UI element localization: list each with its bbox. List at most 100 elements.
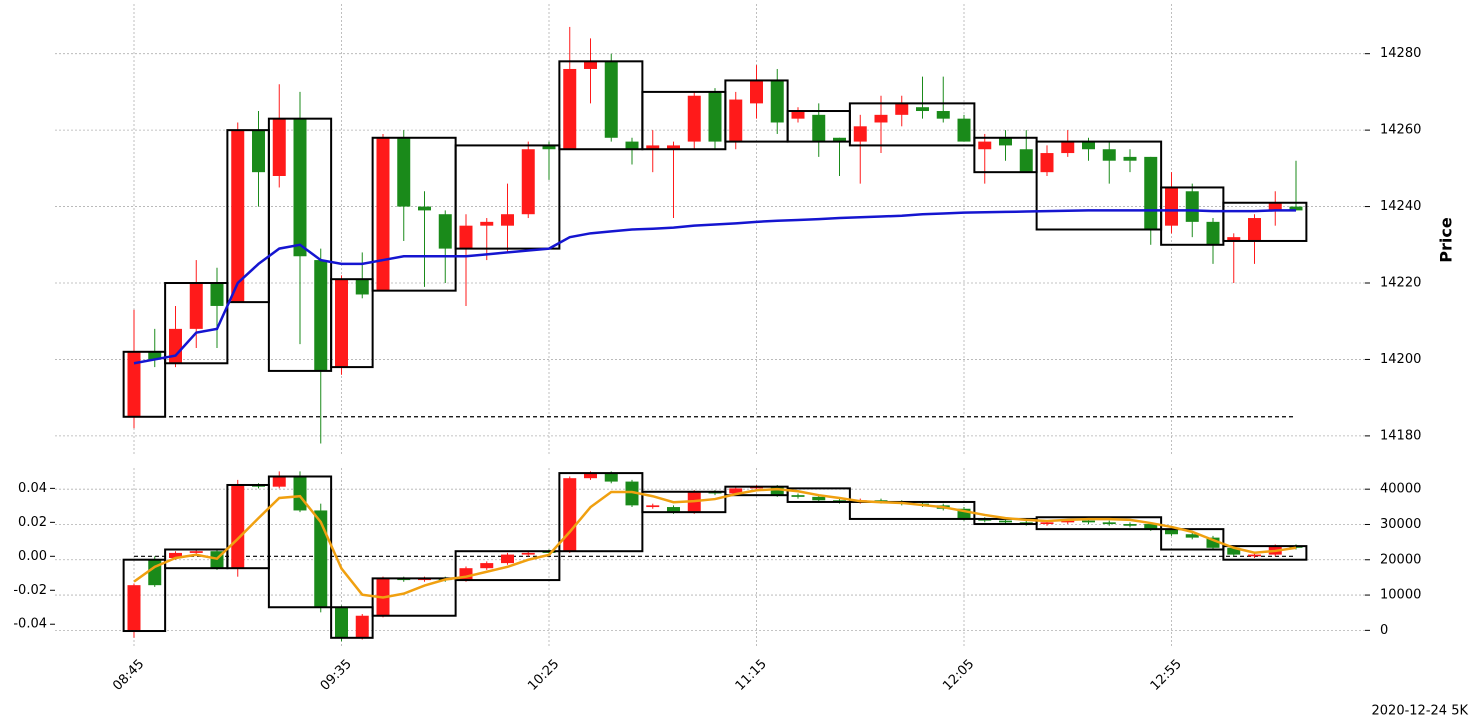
candle-body bbox=[189, 551, 203, 553]
range-box bbox=[848, 102, 976, 147]
candle-body bbox=[936, 111, 950, 119]
y-tick-label: 14260 bbox=[1380, 123, 1421, 138]
candle-body bbox=[1185, 191, 1199, 222]
y-tick-label: 14180 bbox=[1380, 428, 1421, 443]
candle-body bbox=[957, 118, 971, 142]
candle-body bbox=[272, 476, 286, 487]
x-tick-label: 11:15 bbox=[733, 657, 770, 694]
candle-body bbox=[127, 585, 141, 632]
candle-body bbox=[667, 507, 680, 513]
candle-body bbox=[895, 103, 909, 115]
range-box bbox=[1035, 516, 1163, 531]
candle-body bbox=[729, 488, 743, 494]
candle-body bbox=[335, 279, 348, 368]
candle-body bbox=[231, 484, 245, 569]
candle-body bbox=[314, 510, 328, 608]
candle-body bbox=[916, 107, 929, 112]
candle-body bbox=[812, 114, 826, 142]
candle-body bbox=[1248, 218, 1261, 241]
candle-body bbox=[853, 126, 867, 142]
candle-body bbox=[978, 141, 992, 150]
candle-body bbox=[667, 145, 680, 150]
candle-body bbox=[169, 328, 182, 364]
candle-body bbox=[687, 95, 701, 142]
candle-body bbox=[874, 114, 888, 123]
candle-body bbox=[1268, 202, 1282, 211]
candle-body bbox=[791, 495, 805, 497]
candle-body bbox=[480, 563, 494, 569]
candle-body bbox=[169, 552, 182, 558]
candle-body bbox=[459, 568, 473, 581]
candle-body bbox=[770, 486, 784, 496]
y2-tick-label: 0 bbox=[1380, 623, 1388, 638]
range-box bbox=[1222, 545, 1308, 561]
candle-body bbox=[770, 80, 784, 123]
candle-body bbox=[625, 481, 639, 506]
candle-body bbox=[521, 149, 535, 215]
y-tick-label: 14220 bbox=[1380, 276, 1421, 291]
candle-body bbox=[1123, 156, 1137, 161]
x-tick-label: 08:45 bbox=[110, 657, 147, 694]
y-tick-label: -0.04 bbox=[13, 617, 47, 632]
candle-body bbox=[812, 496, 826, 501]
candle-body bbox=[272, 118, 286, 176]
candle-body bbox=[418, 206, 431, 211]
range-box bbox=[641, 490, 727, 514]
candle-body bbox=[252, 130, 265, 173]
candle-body bbox=[708, 91, 722, 142]
candle-body bbox=[646, 505, 660, 508]
candle-body bbox=[563, 478, 577, 552]
candle-body bbox=[1082, 520, 1095, 523]
candle-body bbox=[1144, 524, 1158, 530]
candle-body bbox=[999, 520, 1012, 523]
candle-body bbox=[501, 554, 514, 564]
y-tick-label: 0.02 bbox=[18, 515, 47, 530]
candle-body bbox=[584, 61, 597, 69]
candle-body bbox=[127, 351, 141, 417]
candle-body bbox=[355, 279, 369, 295]
candle-body bbox=[625, 141, 639, 150]
candle-body bbox=[1248, 554, 1261, 557]
candle-body bbox=[1019, 149, 1033, 173]
candle-body bbox=[1144, 156, 1158, 230]
candle-body bbox=[1102, 149, 1116, 161]
candle-body bbox=[1227, 547, 1241, 555]
x-tick-label: 12:05 bbox=[940, 657, 977, 694]
candle-body bbox=[480, 221, 494, 226]
candle-body bbox=[148, 351, 162, 360]
range-box bbox=[164, 282, 229, 365]
candle-body bbox=[231, 130, 245, 303]
y-tick-label: 14280 bbox=[1380, 46, 1421, 61]
range-box bbox=[267, 475, 333, 609]
candle-body bbox=[542, 145, 556, 150]
candle-body bbox=[293, 476, 307, 511]
y-tick-label: 0.00 bbox=[18, 549, 47, 564]
candle-body bbox=[376, 137, 390, 291]
range-box bbox=[330, 278, 374, 369]
candle-body bbox=[1040, 522, 1054, 525]
candle-body bbox=[729, 99, 743, 142]
y-tick-label: 14200 bbox=[1380, 352, 1421, 367]
y-tick-label: -0.02 bbox=[13, 583, 47, 598]
candle-body bbox=[833, 137, 846, 142]
range-box bbox=[122, 350, 167, 418]
candle-body bbox=[791, 111, 805, 119]
range-box bbox=[330, 606, 374, 639]
candle-body bbox=[1289, 206, 1303, 211]
candle-body bbox=[1165, 529, 1178, 535]
candle-body bbox=[189, 283, 203, 329]
candle-body bbox=[1185, 534, 1199, 538]
candle-body bbox=[355, 615, 369, 638]
range-box bbox=[122, 558, 167, 633]
candle-body bbox=[563, 68, 577, 150]
candle-body bbox=[957, 508, 971, 519]
candle-body bbox=[750, 80, 763, 104]
candle-body bbox=[397, 137, 411, 207]
candle-body bbox=[438, 214, 452, 249]
candle-body bbox=[1206, 537, 1220, 548]
y2-tick-label: 10000 bbox=[1380, 588, 1421, 603]
x-tick-label: 09:35 bbox=[318, 657, 355, 694]
y2-tick-label: 40000 bbox=[1380, 482, 1421, 497]
range-box bbox=[786, 487, 851, 503]
